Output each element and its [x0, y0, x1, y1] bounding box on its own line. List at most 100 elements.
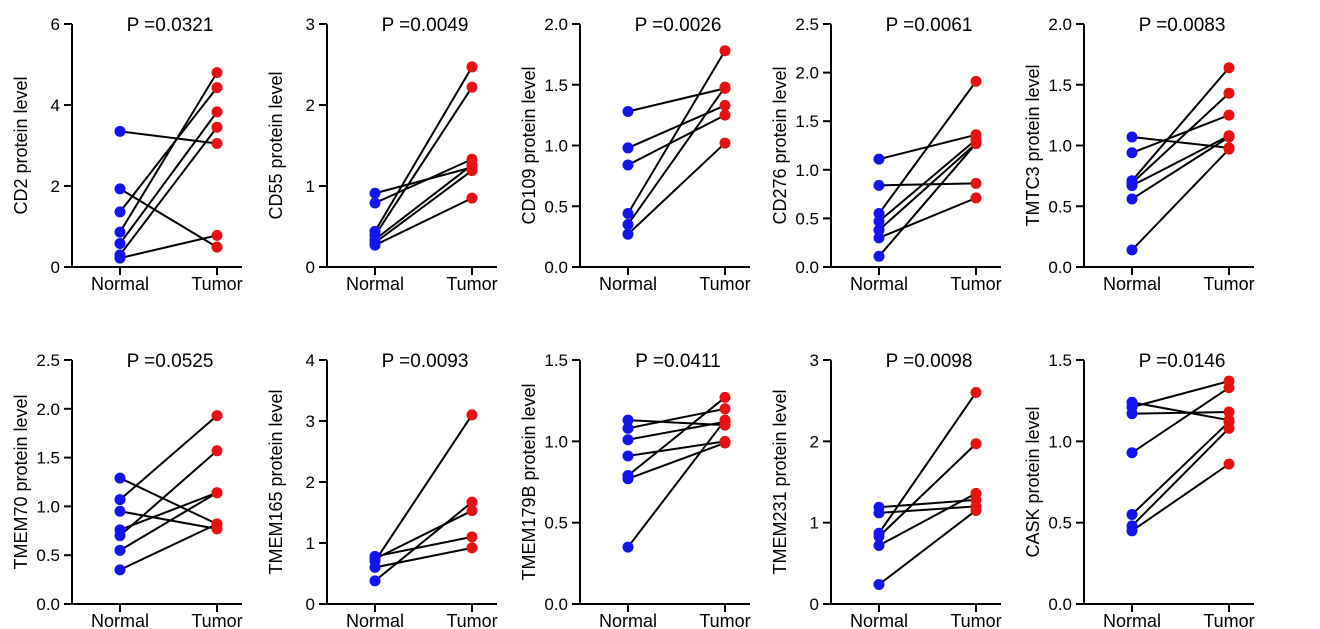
tumor-point — [211, 137, 223, 149]
tumor-point — [211, 229, 223, 241]
normal-point — [114, 206, 126, 218]
pair-line — [374, 535, 473, 558]
y-tick-label: 2.5 — [36, 351, 60, 370]
pair-line — [119, 72, 218, 233]
tumor-point — [970, 438, 982, 450]
y-tick-label: 3 — [306, 412, 315, 431]
chart-panel: 0.0 0.5 1.0 1.5 Normal Tumor P =0.0146 CASK pro… — [1023, 351, 1255, 629]
y-tick-label: 0.0 — [544, 258, 568, 277]
tumor-point — [719, 391, 731, 403]
x-tick-label: Normal — [850, 611, 908, 629]
pair-line — [119, 187, 218, 249]
tumor-point — [1223, 62, 1235, 74]
x-tick-label: Normal — [599, 611, 657, 629]
normal-point — [369, 239, 381, 251]
pair-line — [627, 86, 726, 226]
pair-line — [627, 396, 726, 477]
pair-line — [878, 509, 977, 586]
x-tick-label: Normal — [91, 611, 149, 629]
y-axis-label: CD2 protein level — [11, 76, 31, 214]
pair-line — [374, 546, 473, 569]
y-tick-label: 2 — [810, 432, 819, 451]
pair-line — [627, 407, 726, 430]
normal-point — [1126, 244, 1138, 256]
y-tick-label: 2.5 — [795, 15, 819, 34]
pair-line — [627, 419, 726, 548]
normal-point — [622, 414, 634, 426]
y-tick-label: 4 — [306, 351, 315, 370]
normal-point — [622, 142, 634, 154]
tumor-point — [466, 81, 478, 93]
tumor-point — [719, 403, 731, 415]
y-axis-label: CD276 protein level — [770, 66, 790, 224]
tumor-point — [970, 192, 982, 204]
pair-line — [1131, 411, 1230, 415]
y-tick-label: 1.0 — [1048, 137, 1072, 156]
chart-panel: 0.0 0.5 1.0 1.5 2.0 Normal Tumor P =0.0026 CD109… — [519, 15, 751, 294]
y-tick-label: 0.5 — [1048, 197, 1072, 216]
normal-point — [622, 450, 634, 462]
tumor-point — [719, 99, 731, 111]
y-tick-label: 0.5 — [1048, 514, 1072, 533]
y-axis-label: TMTC3 protein level — [1023, 64, 1043, 226]
y-axis-label: CD109 protein level — [519, 66, 539, 224]
pair-line — [627, 142, 726, 235]
tumor-point — [211, 241, 223, 253]
pair-line — [374, 158, 473, 204]
normal-point — [873, 208, 885, 220]
pair-line — [119, 450, 218, 537]
x-tick-label: Normal — [346, 611, 404, 629]
tumor-point — [211, 518, 223, 530]
normal-point — [873, 578, 885, 590]
pair-line — [627, 104, 726, 149]
pair-line — [119, 523, 218, 571]
pair-line — [878, 443, 977, 538]
tumor-point — [970, 138, 982, 150]
pair-line — [878, 182, 977, 187]
normal-point — [114, 564, 126, 576]
pair-line — [627, 114, 726, 166]
pair-line — [1131, 134, 1230, 187]
normal-point — [114, 252, 126, 264]
normal-point — [873, 539, 885, 551]
pair-line — [1131, 401, 1230, 422]
pair-line — [878, 505, 977, 514]
pair-line — [374, 86, 473, 236]
pair-line — [878, 142, 977, 231]
pair-line — [119, 491, 218, 552]
pair-line — [1131, 463, 1230, 532]
normal-point — [873, 232, 885, 244]
tumor-point — [211, 487, 223, 499]
chart-title: P =0.0321 — [127, 15, 214, 36]
x-tick-label: Tumor — [950, 274, 1001, 294]
tumor-point — [1223, 382, 1235, 394]
pair-line — [119, 234, 218, 260]
pair-line — [374, 414, 473, 562]
pair-line — [1131, 114, 1230, 154]
y-tick-label: 1.0 — [544, 137, 568, 156]
normal-point — [114, 472, 126, 484]
y-tick-label: 2 — [306, 96, 315, 115]
chart-title: P =0.0061 — [886, 15, 973, 36]
pair-line — [374, 169, 473, 244]
x-tick-label: Tumor — [446, 274, 497, 294]
y-tick-label: 1.5 — [1048, 76, 1072, 95]
normal-point — [1126, 193, 1138, 205]
chart-title: P =0.0093 — [382, 351, 469, 372]
normal-point — [622, 228, 634, 240]
tumor-point — [719, 81, 731, 93]
y-tick-label: 2 — [51, 177, 60, 196]
normal-point — [369, 187, 381, 199]
pair-line — [374, 501, 473, 582]
normal-point — [114, 238, 126, 250]
y-tick-label: 0.0 — [795, 258, 819, 277]
normal-point — [622, 218, 634, 230]
normal-point — [873, 507, 885, 519]
pair-line — [1131, 67, 1230, 182]
tumor-point — [970, 387, 982, 399]
normal-point — [622, 105, 634, 117]
normal-point — [1126, 525, 1138, 537]
pair-line — [627, 87, 726, 113]
chart-panel: 0 1 2 3 Normal Tumor P =0.0098 TMEM231 protein … — [770, 351, 1002, 629]
tumor-point — [466, 165, 478, 177]
